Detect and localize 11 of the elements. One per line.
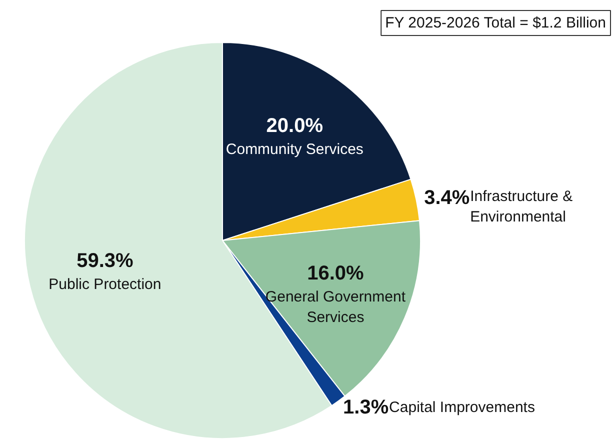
data-label: 1.3% xyxy=(343,396,389,419)
text: FY 2025-2026 Total = $1.2 Billion xyxy=(385,14,606,32)
data-label: 16.0% xyxy=(307,262,364,285)
data-label: 59.3% xyxy=(76,250,134,272)
slice-label: Community Services xyxy=(226,141,364,158)
slice-label: Capital Improvements xyxy=(389,399,535,416)
slice-label: Infrastructure & Environmental xyxy=(470,188,573,226)
slice-label: General Government Services xyxy=(265,288,406,326)
slice-label: Public Protection xyxy=(48,276,162,293)
data-label: 20.0% xyxy=(266,115,324,138)
data-label: 3.4% xyxy=(424,187,470,210)
